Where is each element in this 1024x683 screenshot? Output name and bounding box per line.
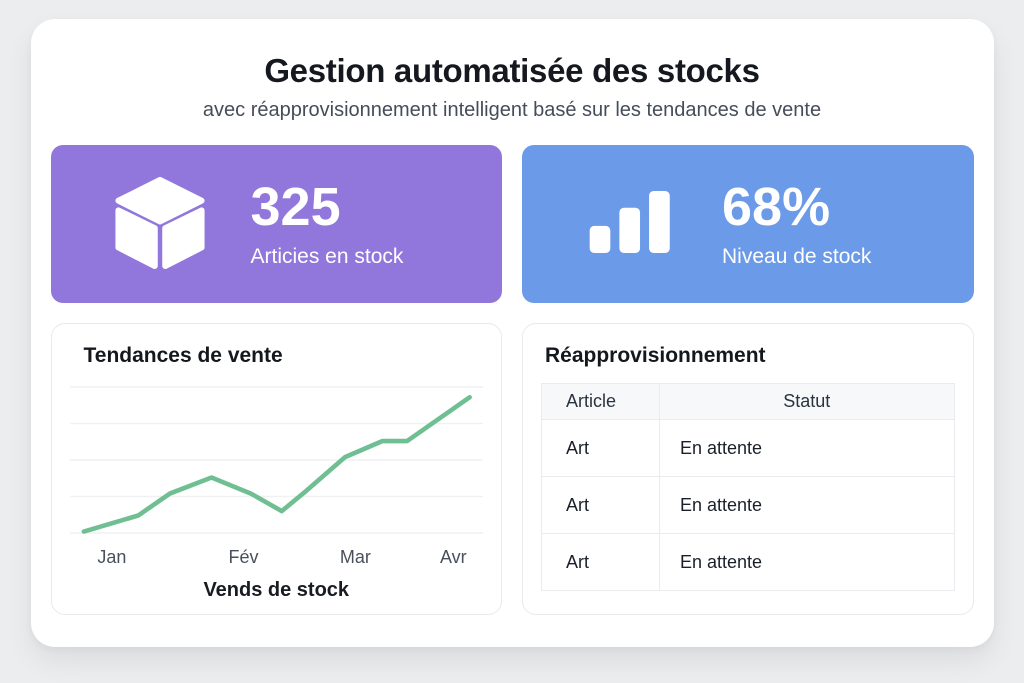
table-row: Art En attente xyxy=(541,533,955,591)
column-header-status: Statut xyxy=(659,383,955,420)
stat-icon-box xyxy=(85,171,235,277)
table-row: Art En attente xyxy=(541,419,955,477)
x-axis-ticks: Jan Fév Mar Avr xyxy=(70,547,484,569)
x-tick-label: Fév xyxy=(228,547,259,567)
stat-card-stock-level: 68% Niveau de stock xyxy=(522,145,974,303)
cards-row: Tendances de vente Jan Fév Mar Avr Vends de… xyxy=(50,323,974,615)
restock-table: Article Statut Art En attente Art En attent… xyxy=(541,383,955,591)
stat-card-articles: 325 Articies en stock xyxy=(50,145,502,303)
x-tick-label: Jan xyxy=(97,547,127,567)
stat-value-stock-level: 68% xyxy=(722,177,831,238)
main-panel: Gestion automatisée des stocks avec réap… xyxy=(30,19,994,647)
stat-icon-box xyxy=(556,190,706,258)
status-cell: En attente xyxy=(659,533,955,591)
article-cell: Art xyxy=(541,533,660,591)
trend-chart: Jan Fév Mar Avr Vends de stock xyxy=(69,381,484,602)
x-tick-label: Avr xyxy=(439,547,467,567)
restock-card: Réapprovisionnement Article Statut Art En… xyxy=(522,323,974,615)
stat-label-articles: Articies en stock xyxy=(250,244,404,268)
x-tick-label: Mar xyxy=(339,547,371,567)
stat-label-stock-level: Niveau de stock xyxy=(722,244,872,268)
sales-trend-card: Tendances de vente Jan Fév Mar Avr Vends de… xyxy=(50,323,502,615)
article-cell: Art xyxy=(541,419,660,477)
page-title: Gestion automatisée des stocks xyxy=(264,52,760,89)
sales-trend-title: Tendances de vente xyxy=(83,344,283,367)
stat-value-articles: 325 xyxy=(250,177,341,238)
x-axis-label: Vends de stock xyxy=(203,579,350,601)
restock-table-body: Art En attente Art En attente Art En attente xyxy=(541,419,955,591)
table-row: Art En attente xyxy=(541,476,955,534)
trend-line-chart xyxy=(69,386,483,534)
article-cell: Art xyxy=(541,476,660,534)
stat-text: 325 Articies en stock xyxy=(251,179,404,269)
table-header-row: Article Statut xyxy=(541,383,955,420)
column-header-article: Article xyxy=(541,383,660,420)
bar-chart-icon xyxy=(589,190,673,258)
page-subtitle: avec réapprovisionnement intelligent bas… xyxy=(202,99,822,121)
restock-title: Réapprovisionnement xyxy=(545,344,766,367)
status-cell: En attente xyxy=(659,476,955,534)
stats-row: 325 Articies en stock 68% xyxy=(50,145,974,303)
cube-icon xyxy=(112,171,208,277)
stat-text: 68% Niveau de stock xyxy=(722,179,871,269)
status-cell: En attente xyxy=(659,419,955,477)
